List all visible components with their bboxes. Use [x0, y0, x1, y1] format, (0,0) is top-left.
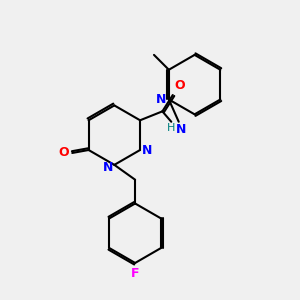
Text: N: N [176, 123, 186, 136]
Text: N: N [103, 161, 113, 174]
Text: O: O [174, 79, 185, 92]
Text: H: H [167, 123, 176, 133]
Text: O: O [58, 146, 69, 160]
Text: N: N [155, 93, 166, 106]
Text: F: F [131, 267, 140, 280]
Text: N: N [142, 143, 152, 157]
